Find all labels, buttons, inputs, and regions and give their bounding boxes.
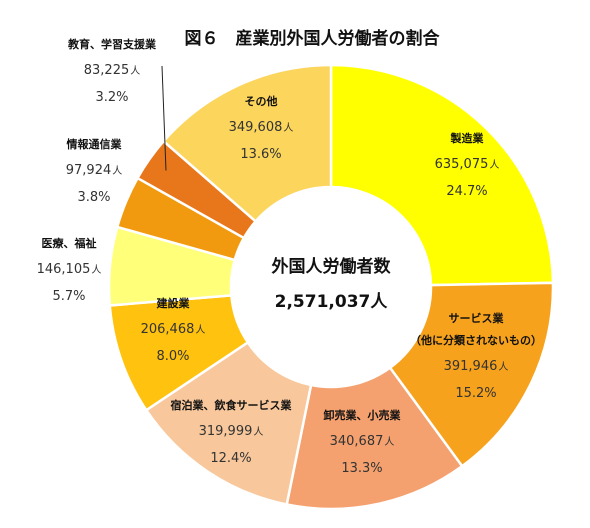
slice-name-4: 建設業 xyxy=(157,296,191,310)
slice-value-8: 349,608人 xyxy=(229,120,294,135)
slice-name-1: サービス業 xyxy=(449,311,505,325)
leader-line xyxy=(161,65,167,171)
slice-8 xyxy=(161,63,333,224)
slice-percent-6: 3.8% xyxy=(77,190,110,205)
slice-label-7: 教育、学習支援業 83,225人 3.2% xyxy=(67,37,157,105)
slice-percent-4: 8.0% xyxy=(156,349,189,364)
slice-label-1: サービス業 （他に分類されないもの） 391,946人 15.2% xyxy=(410,311,542,401)
slice-percent-3: 12.4% xyxy=(210,451,251,466)
slice-0 xyxy=(329,63,555,287)
slice-name-3: 宿泊業、飲食サービス業 xyxy=(171,398,293,412)
slice-1 xyxy=(388,281,555,468)
slice-percent-1: 15.2% xyxy=(455,386,496,401)
labels-group: 製造業 635,075人 24.7% サービス業 （他に分類されないもの） 391,946… xyxy=(37,37,542,476)
slice-value-3: 319,999人 xyxy=(199,424,264,439)
slice-value-4: 206,468人 xyxy=(141,322,206,337)
slice-value-5: 146,105人 xyxy=(37,262,102,277)
slice-name-5: 医療、福祉 xyxy=(42,236,97,250)
slice-percent-7: 3.2% xyxy=(95,90,128,105)
slice-label-3: 宿泊業、飲食サービス業 319,999人 12.4% xyxy=(171,398,293,466)
slice-label-5: 医療、福祉 146,105人 5.7% xyxy=(37,236,102,304)
slice-name-0: 製造業 xyxy=(450,131,485,145)
slice-label-6: 情報通信業 97,924人 3.8% xyxy=(66,137,123,205)
slice-name-6: 情報通信業 xyxy=(67,137,123,151)
slice-value-1: 391,946人 xyxy=(444,359,509,374)
slice-label-0: 製造業 635,075人 24.7% xyxy=(435,131,500,199)
slice-percent-0: 24.7% xyxy=(446,184,487,199)
slice-label-8: その他 349,608人 13.6% xyxy=(229,94,294,162)
slice-name-8: その他 xyxy=(245,94,278,108)
slice-value-2: 340,687人 xyxy=(330,434,395,449)
chart-title: 図６ 産業別外国人労働者の割合 xyxy=(185,28,441,49)
slice-name-7: 教育、学習支援業 xyxy=(67,37,157,51)
slices-group xyxy=(107,63,555,511)
center-label: 外国人労働者数 xyxy=(272,256,392,277)
slice-percent-8: 13.6% xyxy=(240,147,281,162)
slice-percent-5: 5.7% xyxy=(52,289,85,304)
center-value: 2,571,037人 xyxy=(275,292,389,312)
slice-name-2: 卸売業、小売業 xyxy=(324,408,402,422)
slice-subname-1: （他に分類されないもの） xyxy=(410,333,542,347)
slice-label-4: 建設業 206,468人 8.0% xyxy=(141,296,206,364)
slice-value-0: 635,075人 xyxy=(435,157,500,172)
slice-2 xyxy=(285,365,464,511)
slice-value-7: 83,225人 xyxy=(84,63,141,78)
slice-value-6: 97,924人 xyxy=(66,163,123,178)
slice-percent-2: 13.3% xyxy=(341,461,382,476)
slice-label-2: 卸売業、小売業 340,687人 13.3% xyxy=(324,408,402,476)
